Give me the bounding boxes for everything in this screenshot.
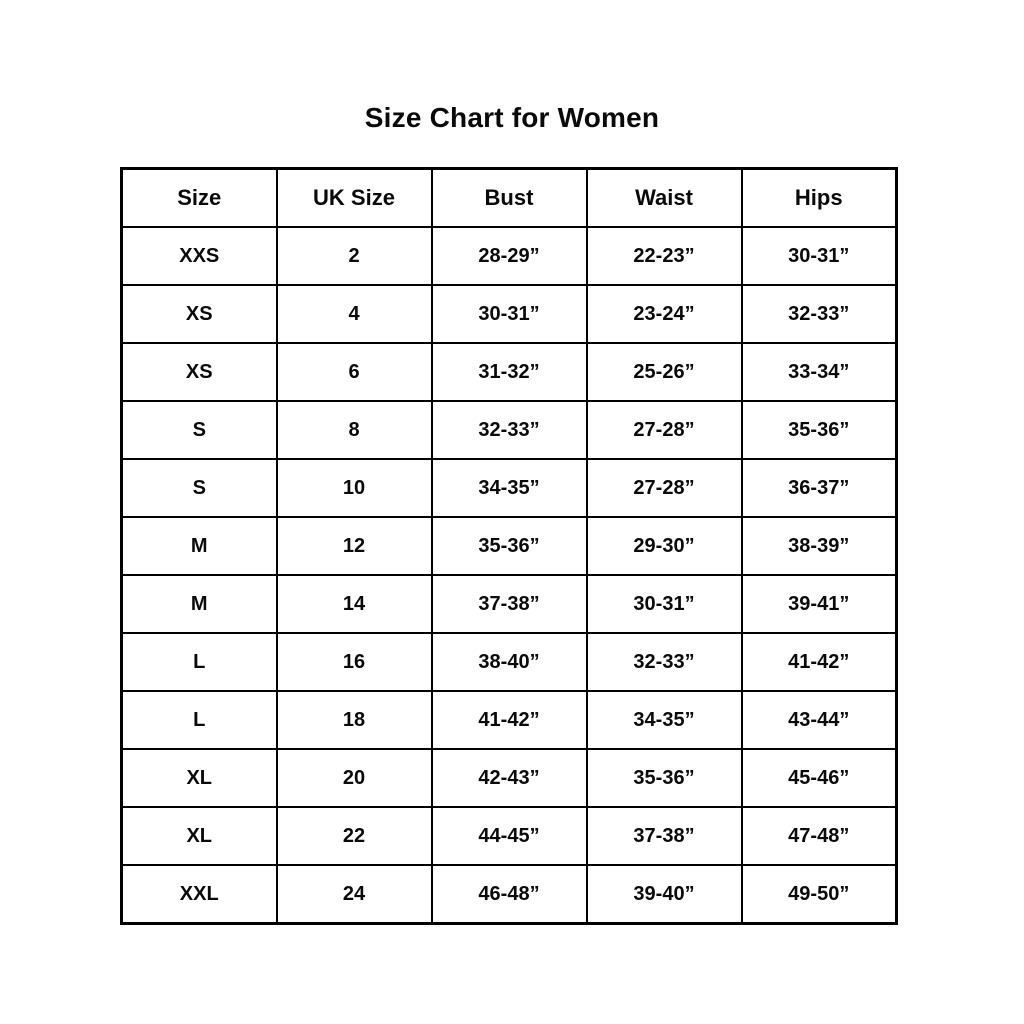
table-cell: 22 xyxy=(275,806,433,866)
table-cell: 2 xyxy=(275,226,433,286)
table-cell: 30-31” xyxy=(585,574,743,634)
column-header: Hips xyxy=(740,167,898,228)
table-cell: 32-33” xyxy=(740,284,898,344)
table-row: M 14 37-38” 30-31” 39-41” xyxy=(120,574,898,634)
table-cell: 16 xyxy=(275,632,433,692)
table-cell: 41-42” xyxy=(740,632,898,692)
table-cell: 25-26” xyxy=(585,342,743,402)
table-cell: 47-48” xyxy=(740,806,898,866)
table-cell: 6 xyxy=(275,342,433,402)
table-cell: 46-48” xyxy=(430,864,588,925)
table-cell: 43-44” xyxy=(740,690,898,750)
table-row: M 12 35-36” 29-30” 38-39” xyxy=(120,516,898,576)
table-row: XL 20 42-43” 35-36” 45-46” xyxy=(120,748,898,808)
table-cell: 32-33” xyxy=(430,400,588,460)
table-cell: 30-31” xyxy=(430,284,588,344)
table-cell: XXL xyxy=(120,864,278,925)
table-cell: 36-37” xyxy=(740,458,898,518)
column-header: Waist xyxy=(585,167,743,228)
table-cell: XL xyxy=(120,748,278,808)
table-cell: 39-40” xyxy=(585,864,743,925)
column-header: Bust xyxy=(430,167,588,228)
table-cell: 33-34” xyxy=(740,342,898,402)
column-header: UK Size xyxy=(275,167,433,228)
table-cell: 49-50” xyxy=(740,864,898,925)
table-cell: 20 xyxy=(275,748,433,808)
table-cell: 30-31” xyxy=(740,226,898,286)
table-cell: S xyxy=(120,458,278,518)
table-cell: 45-46” xyxy=(740,748,898,808)
table-cell: 34-35” xyxy=(430,458,588,518)
table-cell: 23-24” xyxy=(585,284,743,344)
table-cell: XS xyxy=(120,284,278,344)
table-cell: 42-43” xyxy=(430,748,588,808)
table-cell: 27-28” xyxy=(585,458,743,518)
table-row: S 10 34-35” 27-28” 36-37” xyxy=(120,458,898,518)
table-row: XS 6 31-32” 25-26” 33-34” xyxy=(120,342,898,402)
table-cell: XS xyxy=(120,342,278,402)
table-cell: 31-32” xyxy=(430,342,588,402)
table-cell: 44-45” xyxy=(430,806,588,866)
table-cell: 8 xyxy=(275,400,433,460)
table-row: XXL 24 46-48” 39-40” 49-50” xyxy=(120,864,898,925)
table-cell: 34-35” xyxy=(585,690,743,750)
table-cell: 22-23” xyxy=(585,226,743,286)
table-row: XS 4 30-31” 23-24” 32-33” xyxy=(120,284,898,344)
table-row: S 8 32-33” 27-28” 35-36” xyxy=(120,400,898,460)
table-cell: S xyxy=(120,400,278,460)
size-chart-table: Size UK Size Bust Waist Hips XXS 2 28-29” 22-23… xyxy=(120,167,898,925)
table-cell: 35-36” xyxy=(585,748,743,808)
table-row: XXS 2 28-29” 22-23” 30-31” xyxy=(120,226,898,286)
header-row: Size UK Size Bust Waist Hips xyxy=(120,167,898,228)
table-row: L 16 38-40” 32-33” 41-42” xyxy=(120,632,898,692)
table-cell: 35-36” xyxy=(740,400,898,460)
table-cell: 28-29” xyxy=(430,226,588,286)
table-cell: XXS xyxy=(120,226,278,286)
table-cell: 38-40” xyxy=(430,632,588,692)
table-cell: M xyxy=(120,574,278,634)
table-cell: 37-38” xyxy=(430,574,588,634)
table-cell: XL xyxy=(120,806,278,866)
table-head: Size UK Size Bust Waist Hips xyxy=(120,167,898,228)
table-cell: 38-39” xyxy=(740,516,898,576)
table-cell: L xyxy=(120,632,278,692)
table-cell: 14 xyxy=(275,574,433,634)
table-cell: 27-28” xyxy=(585,400,743,460)
table-row: L 18 41-42” 34-35” 43-44” xyxy=(120,690,898,750)
table-cell: 12 xyxy=(275,516,433,576)
table-cell: 41-42” xyxy=(430,690,588,750)
page-title: Size Chart for Women xyxy=(364,102,660,133)
column-header: Size xyxy=(120,167,278,228)
table-row: XL 22 44-45” 37-38” 47-48” xyxy=(120,806,898,866)
table-cell: 10 xyxy=(275,458,433,518)
table-cell: 18 xyxy=(275,690,433,750)
table-cell: 4 xyxy=(275,284,433,344)
table-cell: M xyxy=(120,516,278,576)
table-cell: 24 xyxy=(275,864,433,925)
table-cell: 29-30” xyxy=(585,516,743,576)
table-cell: 35-36” xyxy=(430,516,588,576)
table-cell: 37-38” xyxy=(585,806,743,866)
table-cell: L xyxy=(120,690,278,750)
table-body: XXS 2 28-29” 22-23” 30-31” XS 4 30-31” 23-24” 32-… xyxy=(120,226,898,925)
table-cell: 32-33” xyxy=(585,632,743,692)
table-cell: 39-41” xyxy=(740,574,898,634)
